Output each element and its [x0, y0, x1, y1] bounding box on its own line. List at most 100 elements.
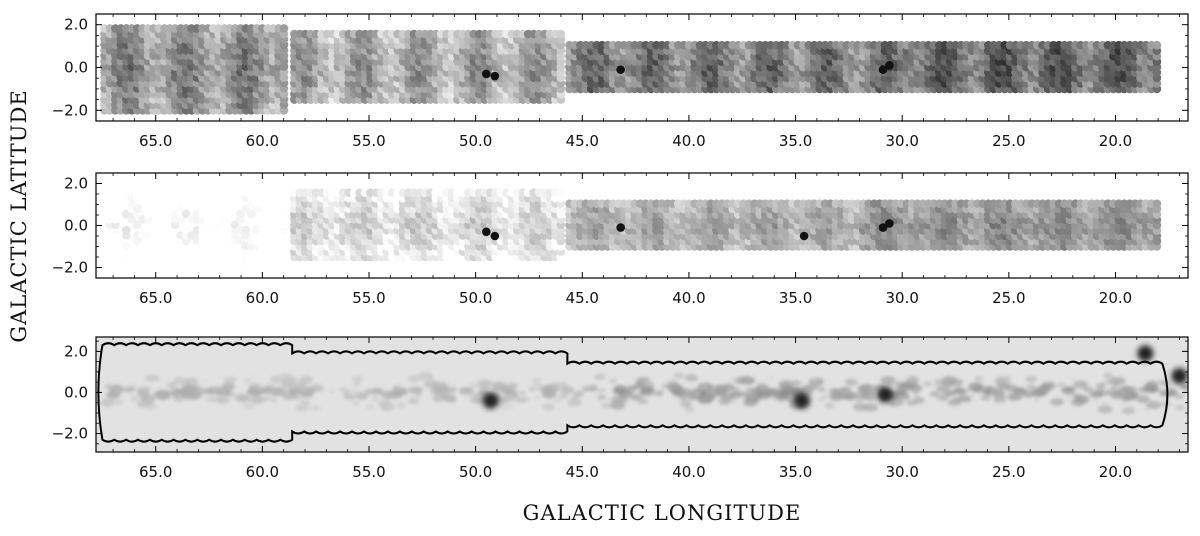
- beam-dot: [198, 182, 207, 192]
- beam-dot: [219, 198, 229, 208]
- emission-blob: [729, 399, 737, 404]
- beam-dot: [247, 209, 256, 219]
- beam-dot: [230, 204, 240, 213]
- emission-blob: [433, 382, 449, 391]
- bright-source: [1137, 345, 1154, 362]
- emission-blob: [432, 394, 445, 402]
- emission-blob: [1102, 400, 1109, 405]
- emission-blob: [594, 373, 606, 381]
- beam-dot: [1152, 40, 1162, 50]
- emission-blob: [176, 395, 183, 400]
- emission-blob: [513, 396, 518, 401]
- emission-blob: [498, 403, 509, 411]
- emission-blob: [397, 383, 403, 387]
- plot-area: [100, 182, 1162, 272]
- beam-dot: [176, 204, 185, 213]
- emission-blob: [598, 388, 605, 393]
- emission-blob: [634, 381, 648, 389]
- emission-blob: [1002, 375, 1011, 381]
- bright-spot-dot: [885, 219, 894, 228]
- panel-top: 65.0 60.0 55.0 50.0 45.0 40.0 35.0 30.0 25.0 20.0…: [52, 13, 1189, 150]
- beam-dot: [274, 241, 283, 251]
- emission-blob: [559, 393, 569, 399]
- emission-blob: [249, 382, 262, 391]
- beam-dot: [149, 188, 158, 197]
- emission-blob: [831, 390, 844, 398]
- emission-blob: [301, 390, 314, 398]
- emission-blob: [468, 383, 473, 387]
- x-tick-label: 45.0: [566, 289, 599, 307]
- emission-blob: [640, 387, 655, 396]
- x-tick-label: 45.0: [566, 132, 599, 150]
- emission-blob: [788, 395, 794, 399]
- emission-blob: [684, 406, 695, 413]
- x-tick-label: 20.0: [1099, 132, 1132, 150]
- emission-blob: [1007, 392, 1023, 401]
- x-tick-label: 30.0: [886, 463, 919, 481]
- beam-dot: [132, 204, 142, 213]
- emission-blob: [261, 387, 274, 395]
- emission-blob: [581, 385, 592, 392]
- emission-blob: [477, 379, 493, 388]
- emission-blob: [940, 397, 948, 402]
- emission-blob: [932, 385, 937, 389]
- emission-blob: [923, 381, 933, 387]
- emission-blob: [720, 392, 735, 401]
- emission-blob: [263, 396, 271, 402]
- emission-blob: [601, 402, 612, 409]
- beam-dot: [236, 236, 245, 245]
- emission-blob: [944, 389, 956, 397]
- x-tick-label: 25.0: [992, 132, 1025, 150]
- x-tick-label: 25.0: [992, 289, 1025, 307]
- emission-blob: [182, 385, 197, 395]
- beam-dot: [556, 188, 566, 197]
- emission-blob: [113, 387, 121, 392]
- beam-dot: [181, 182, 191, 192]
- emission-blob: [1144, 392, 1149, 396]
- x-tick-label: 65.0: [139, 289, 172, 307]
- emission-blob: [1097, 405, 1113, 414]
- emission-blob: [679, 388, 692, 396]
- emission-blob: [933, 379, 945, 386]
- emission-blob: [1080, 384, 1089, 390]
- beam-dot: [279, 220, 289, 229]
- emission-blob: [1025, 375, 1037, 383]
- beam-dot: [1152, 199, 1162, 208]
- emission-blob: [1107, 377, 1120, 385]
- emission-blob: [506, 382, 519, 390]
- emission-blob: [223, 376, 237, 385]
- emission-blob: [269, 397, 278, 403]
- emission-blob: [293, 381, 306, 389]
- beam-dot: [111, 215, 120, 224]
- emission-blob: [550, 382, 561, 389]
- emission-blob: [473, 381, 478, 385]
- beam-dot: [279, 247, 289, 256]
- beam-dot: [274, 188, 283, 197]
- emission-blob: [1102, 372, 1114, 379]
- emission-blob: [339, 387, 347, 392]
- y-tick-label: −2.0: [52, 101, 88, 119]
- beam-dot: [198, 247, 207, 256]
- x-tick-label: 55.0: [352, 289, 385, 307]
- beam-dot: [263, 231, 273, 240]
- beam-dot: [241, 225, 251, 235]
- emission-blob: [597, 394, 607, 401]
- plot-area: [100, 24, 1162, 115]
- emission-blob: [1015, 387, 1028, 395]
- panel-middle: 65.0 60.0 55.0 50.0 45.0 40.0 35.0 30.0 25.0 20.0…: [52, 172, 1189, 307]
- emission-blob: [534, 395, 541, 400]
- emission-blob: [118, 399, 125, 404]
- bright-spot-dot: [616, 223, 625, 232]
- x-tick-label: 55.0: [352, 463, 385, 481]
- emission-blob: [1033, 398, 1040, 402]
- emission-blob: [929, 390, 940, 397]
- emission-blob: [941, 378, 956, 387]
- beam-dot: [100, 193, 109, 203]
- emission-blob: [472, 384, 479, 389]
- beam-dot: [209, 198, 218, 208]
- emission-blob: [1057, 382, 1066, 388]
- beam-dot: [241, 182, 251, 192]
- emission-blob: [953, 387, 966, 395]
- emission-blob: [964, 388, 970, 393]
- emission-blob: [967, 382, 984, 392]
